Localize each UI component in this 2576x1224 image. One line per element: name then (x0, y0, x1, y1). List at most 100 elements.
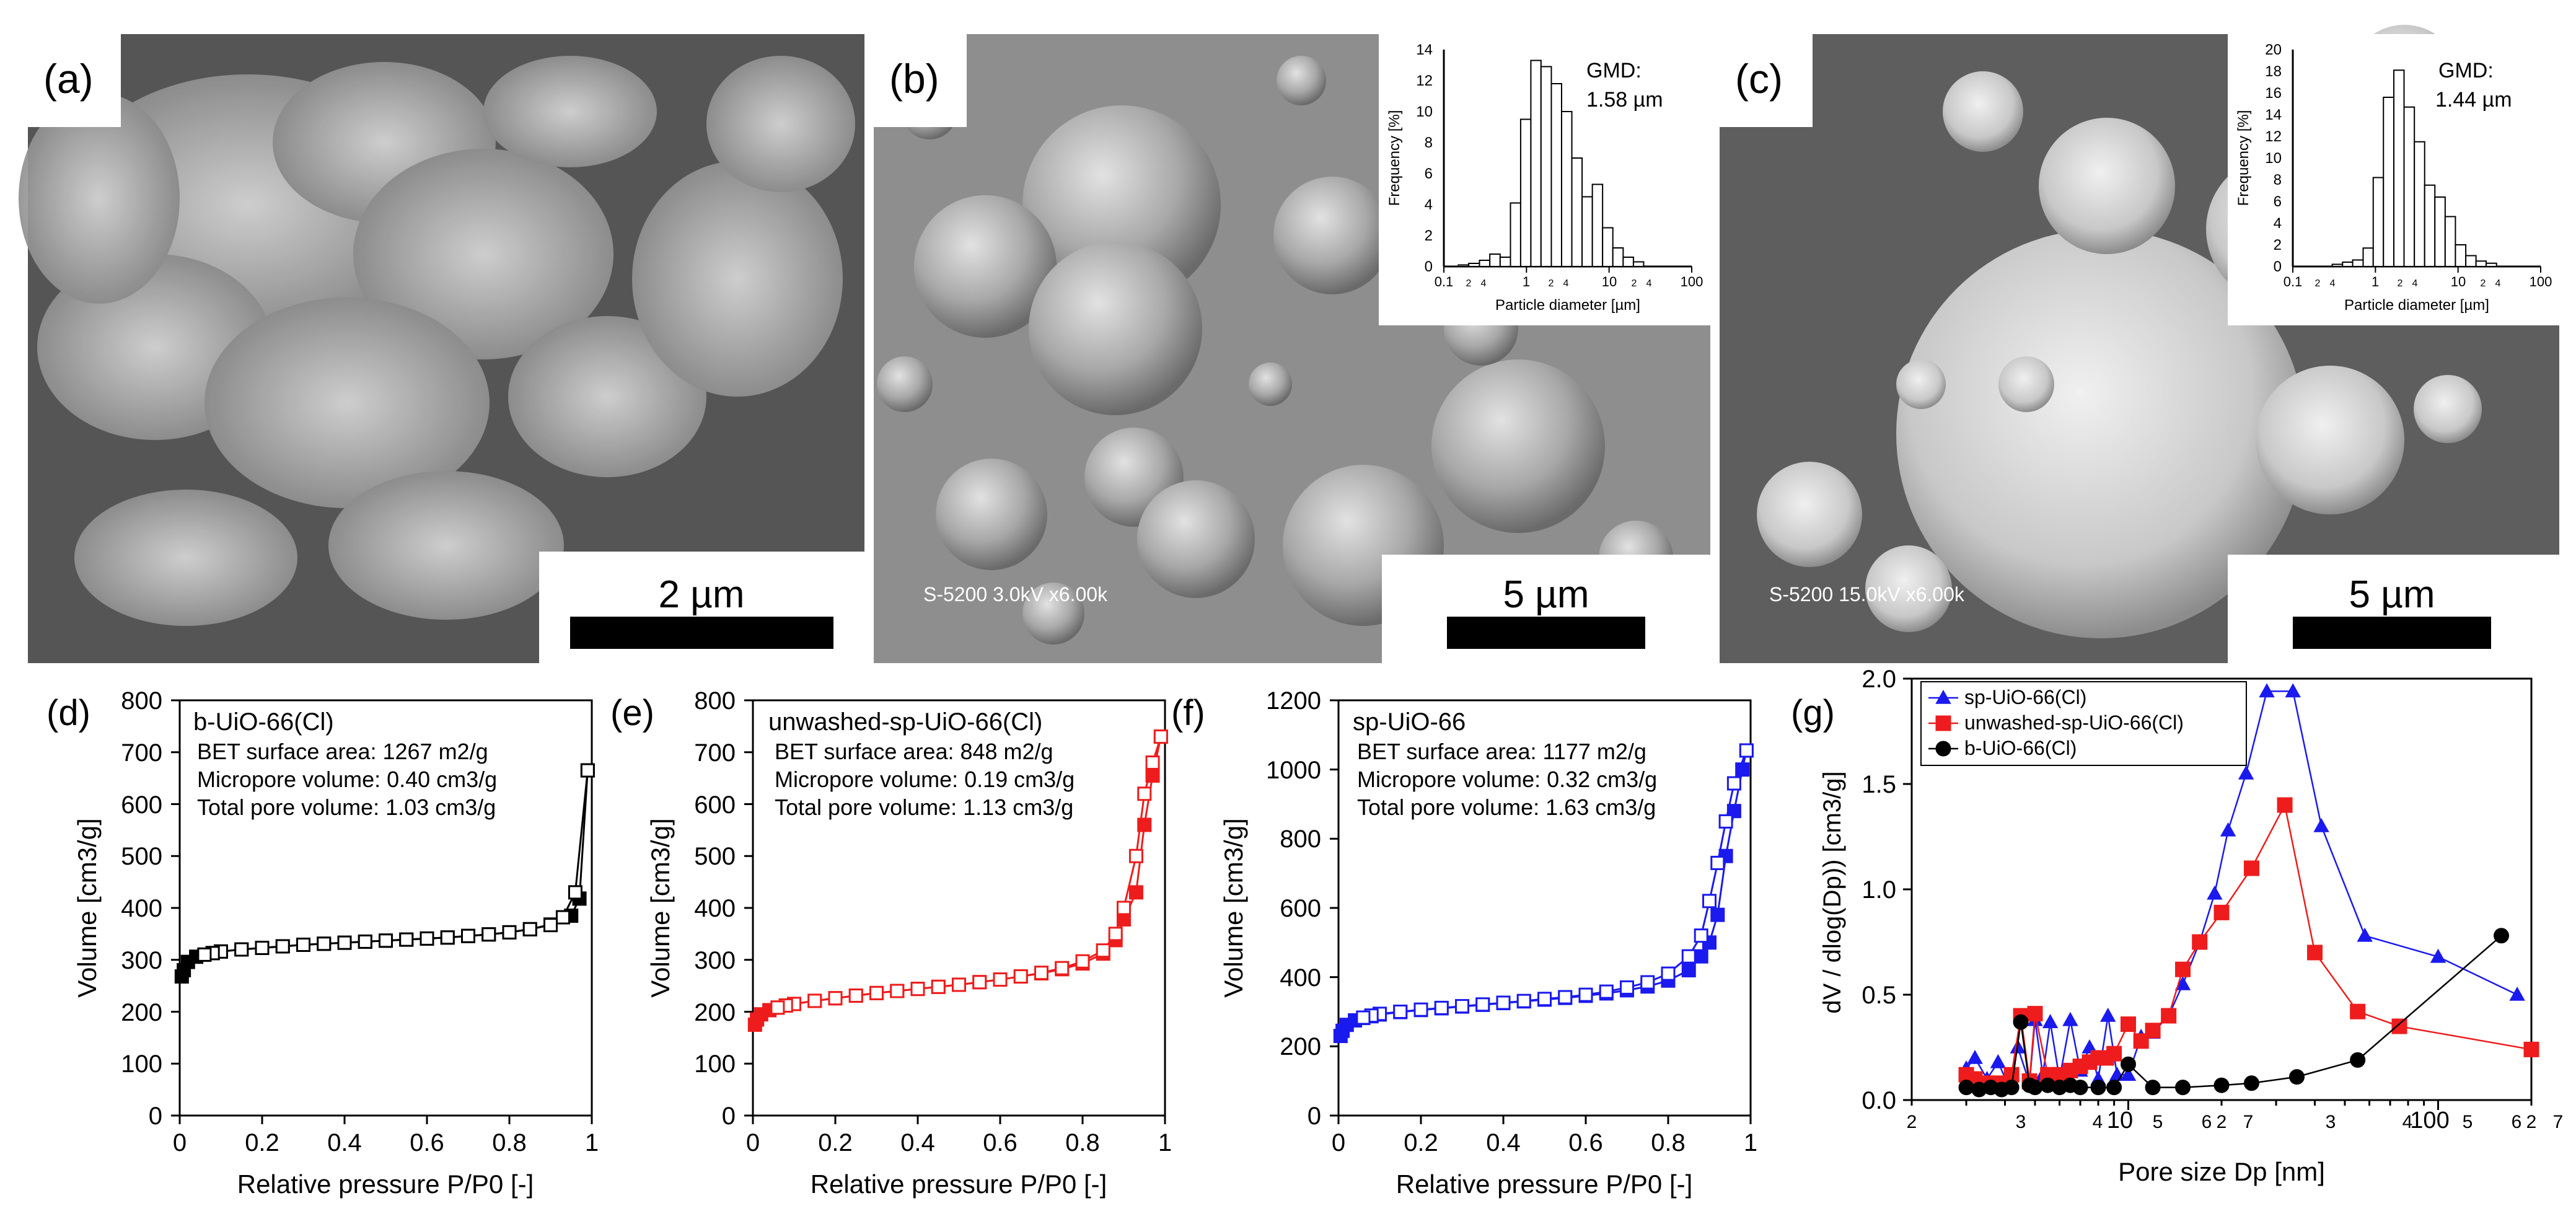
data-point (379, 933, 393, 948)
panel-label-a: (a) (43, 56, 94, 102)
data-point (1153, 729, 1168, 744)
data-point (2145, 1023, 2161, 1039)
chart-f-ytick: 200 (1280, 1033, 1321, 1060)
inset-c-xtick: 1 (2372, 274, 2379, 289)
histogram-bar (1457, 264, 1470, 267)
chart-d-annotation: BET surface area: 1267 m2/g (197, 739, 488, 764)
data-point (1681, 963, 1696, 977)
chart-d-ytick: 800 (121, 687, 162, 715)
data-point (2133, 1033, 2149, 1049)
data-point (993, 972, 1008, 987)
histogram-bar (2465, 255, 2477, 267)
histogram-bar (2331, 263, 2344, 267)
data-point (337, 935, 352, 950)
chart-f: (f) 0 200 400 600 800 1000 1200 0 0.2 0.… (1171, 687, 1757, 1199)
chart-d-xtick: 0.6 (410, 1129, 444, 1156)
data-point (2145, 1080, 2161, 1096)
chart-e-ytick: 0 (722, 1103, 736, 1130)
chart-e-xtick: 0.6 (983, 1129, 1018, 1156)
data-point (2213, 904, 2230, 920)
inset-c-bars (2292, 69, 2541, 273)
chart-g-xtick: 4 (2402, 1112, 2413, 1132)
inset-b-xtick: 2 (1466, 278, 1472, 289)
sem-a-particle-clusters (19, 56, 855, 626)
chart-d-xtick: 0.8 (492, 1129, 527, 1156)
micro-caption-b: S-5200 3.0kV x6.00k (923, 583, 1108, 605)
inset-b-ytick: 8 (1425, 134, 1433, 151)
chart-d-ytick: 100 (121, 1050, 162, 1078)
data-point (2243, 1075, 2259, 1091)
data-point (1096, 943, 1110, 958)
data-point (1537, 992, 1552, 1006)
chart-g-tick-marks (1903, 677, 2533, 1110)
data-point (1694, 949, 1708, 964)
inset-c-xtick: 4 (2412, 278, 2418, 289)
data-point (1356, 1010, 1371, 1025)
data-point (2243, 860, 2259, 876)
histogram-bar (1540, 66, 1552, 267)
series-line (1966, 803, 2532, 1085)
inset-b-gmd-value: 1.58 µm (1586, 88, 1663, 112)
data-point (1128, 848, 1143, 863)
chart-f-ytick: 0 (1308, 1103, 1321, 1130)
chart-g-xlabel: Pore size Dp [nm] (2118, 1157, 2325, 1186)
inset-b-xtick: 0.1 (1435, 274, 1454, 289)
histogram-bar (2393, 69, 2405, 267)
data-point (2042, 1014, 2059, 1028)
chart-g-xtick: 5 (2463, 1112, 2473, 1132)
data-point (2120, 1067, 2137, 1081)
chart-e-ytick: 400 (694, 895, 736, 922)
data-point (2238, 765, 2254, 780)
inset-c: 0 2 4 6 8 10 12 14 16 18 20 0.1 2 4 1 2 … (2228, 34, 2559, 325)
chart-g-xtick: 7 (2553, 1112, 2564, 1132)
inset-b-yticks: 0 2 4 6 8 10 12 14 (1416, 42, 1433, 275)
chart-f-ytick: 600 (1280, 895, 1321, 922)
chart-f-annotation: BET surface area: 1177 m2/g (1357, 739, 1646, 764)
inset-b: 0 2 4 6 8 10 12 14 0.1 2 4 1 2 4 10 2 4 … (1379, 34, 1710, 325)
scale-bar-label-b: 5 µm (1503, 573, 1589, 616)
data-point (461, 928, 475, 943)
inset-b-ytick: 6 (1425, 165, 1433, 182)
chart-e-ytick: 300 (694, 947, 736, 974)
data-point (2120, 1056, 2136, 1072)
data-point (1558, 990, 1573, 1005)
data-point (1935, 741, 1951, 757)
inset-b-ytick: 10 (1416, 103, 1433, 120)
data-point (358, 934, 372, 949)
data-point (2100, 1007, 2116, 1022)
chart-g-legend-label: b-UiO-66(Cl) (1964, 737, 2077, 759)
data-point (1137, 786, 1152, 801)
chart-f-ytick: 1000 (1266, 757, 1321, 784)
data-point (1958, 1080, 1974, 1096)
chart-e-ylabel: Volume [cm3/g] (646, 818, 675, 997)
data-point (890, 984, 905, 998)
data-point (2285, 683, 2301, 698)
histogram-bar (1550, 83, 1562, 267)
chart-d-ytick: 400 (121, 895, 162, 922)
histogram-bar (2383, 97, 2395, 267)
panel-label-d: (d) (46, 693, 90, 733)
chart-g-xtick: 5 (2153, 1112, 2163, 1132)
data-point (1990, 1054, 2007, 1068)
scale-bar-b (1447, 617, 1645, 649)
data-point (481, 927, 496, 942)
chart-g-xtick: 2 (2217, 1112, 2227, 1132)
data-point (1935, 689, 1951, 704)
data-point (2175, 1080, 2191, 1096)
chart-d-title: b-UiO-66(Cl) (193, 708, 334, 736)
data-point (2357, 927, 2373, 942)
inset-c-xtick: 2 (2315, 278, 2321, 289)
histogram-bar (1632, 261, 1645, 267)
data-point (502, 925, 517, 940)
data-point (568, 885, 582, 900)
data-point (1013, 969, 1028, 984)
chart-g-ytick: 0.5 (1862, 982, 1896, 1009)
data-point (1455, 999, 1469, 1014)
inset-c-ylabel: Frequency [%] (2235, 110, 2252, 206)
data-point (317, 936, 332, 951)
chart-f-xtick: 0.2 (1404, 1129, 1438, 1156)
inset-c-ytick: 18 (2265, 63, 2282, 80)
histogram-bar (1571, 157, 1583, 267)
inset-c-ytick: 2 (2274, 237, 2282, 253)
